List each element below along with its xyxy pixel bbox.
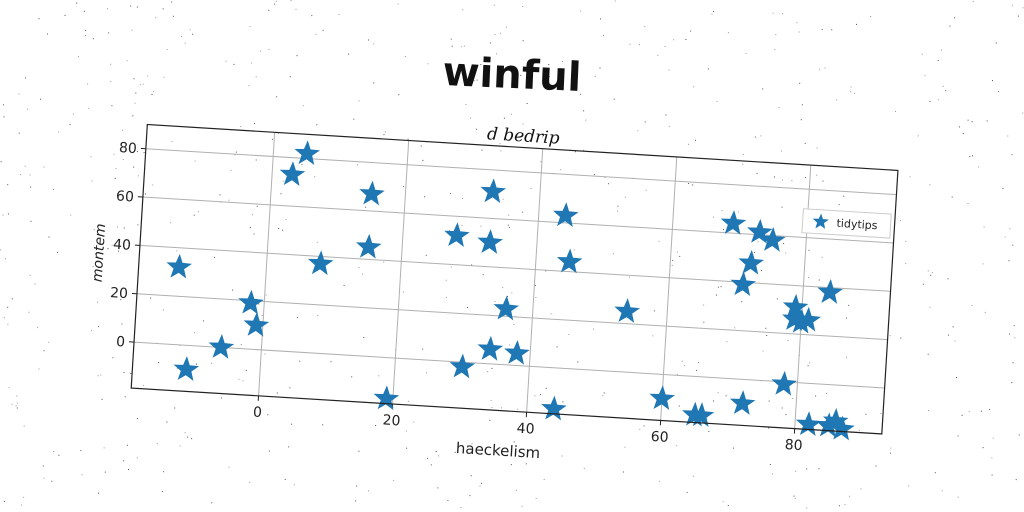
data-point xyxy=(738,249,764,275)
y-gridline xyxy=(145,148,897,196)
data-point xyxy=(307,250,334,276)
x-gridline xyxy=(794,165,812,429)
data-point xyxy=(771,370,797,396)
data-point xyxy=(759,226,786,252)
x-gridline xyxy=(258,132,276,396)
data-point xyxy=(504,339,530,365)
chart-subtitle: d bedrip xyxy=(486,124,560,148)
data-point xyxy=(356,233,382,259)
axis-ticks: 0 20 40 60 80 0 20 40 60 80 xyxy=(110,140,803,454)
x-tick-label: 0 xyxy=(253,405,263,422)
data-point xyxy=(243,311,270,337)
x-tick-label: 80 xyxy=(784,437,803,454)
data-point xyxy=(795,306,822,332)
data-point xyxy=(720,210,747,235)
legend-box xyxy=(801,208,892,239)
y-gridline xyxy=(139,244,891,292)
data-point xyxy=(238,289,264,315)
data-point xyxy=(279,161,306,186)
x-tick-label: 40 xyxy=(516,421,535,438)
x-axis-label: haeckelism xyxy=(455,439,540,462)
data-point xyxy=(294,140,321,166)
data-point xyxy=(444,222,470,247)
x-gridline xyxy=(392,140,410,405)
data-point xyxy=(614,298,641,323)
data-point xyxy=(480,178,507,204)
data-point xyxy=(649,385,675,410)
x-gridline xyxy=(660,156,678,421)
y-gridline xyxy=(142,196,894,244)
y-tick-label: 0 xyxy=(116,334,126,351)
data-point xyxy=(493,295,520,321)
x-tick-label: 20 xyxy=(382,412,401,429)
x-gridline xyxy=(526,148,544,413)
legend-marker xyxy=(812,213,829,229)
y-axis-label: montem xyxy=(90,223,110,283)
y-tick-label: 40 xyxy=(113,237,132,254)
data-point xyxy=(477,229,503,254)
data-point xyxy=(729,390,756,415)
data-point xyxy=(688,402,715,427)
data-point xyxy=(359,180,385,206)
data-point xyxy=(817,278,843,304)
data-point xyxy=(730,271,756,297)
data-points xyxy=(166,140,855,441)
data-point xyxy=(795,411,822,436)
y-tick-label: 80 xyxy=(119,140,138,157)
data-point xyxy=(782,293,809,319)
data-point xyxy=(747,218,773,244)
data-point xyxy=(208,334,235,359)
data-point xyxy=(173,356,200,381)
data-point xyxy=(556,248,583,274)
y-gridline xyxy=(133,341,885,389)
legend-label: tidytips xyxy=(836,217,878,232)
data-point xyxy=(553,202,579,227)
data-point xyxy=(829,415,855,441)
data-point xyxy=(166,253,192,279)
legend: tidytips xyxy=(801,208,892,239)
x-tick-label: 60 xyxy=(650,429,669,446)
data-point xyxy=(541,395,567,421)
y-tick-label: 60 xyxy=(116,188,135,205)
data-point xyxy=(477,335,504,361)
data-point xyxy=(449,353,476,379)
plot-frame xyxy=(130,123,899,435)
data-point xyxy=(373,385,400,411)
y-tick-label: 20 xyxy=(110,285,129,302)
